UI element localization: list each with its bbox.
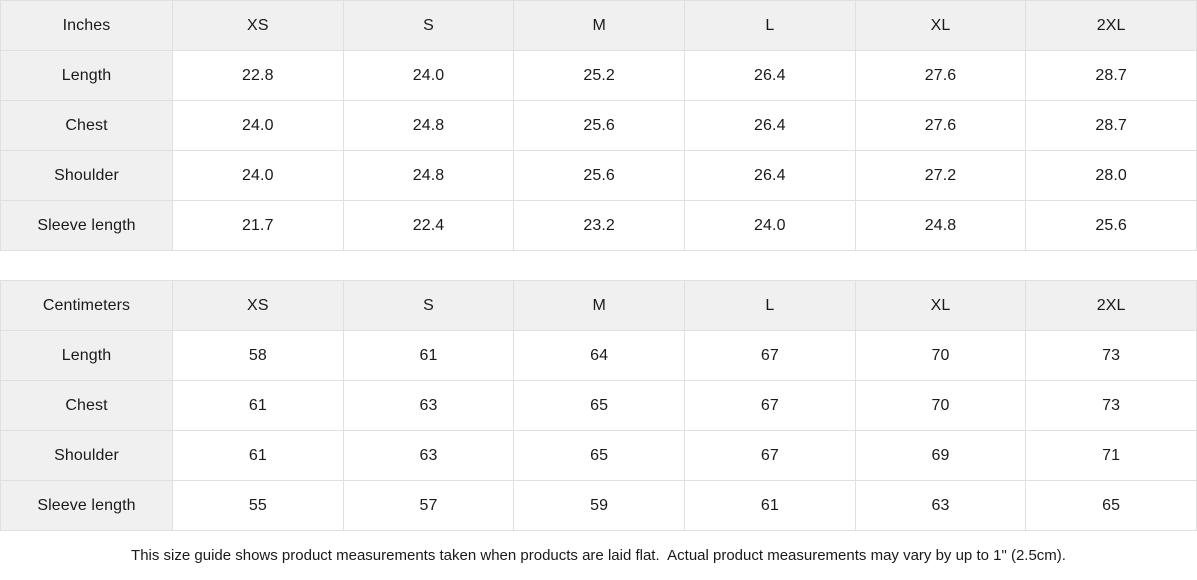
measurement-cell: 26.4 — [685, 101, 856, 151]
measurement-cell: 64 — [514, 331, 685, 381]
row-label-shoulder: Shoulder — [1, 151, 173, 201]
row-label-sleeve-length: Sleeve length — [1, 201, 173, 251]
size-table-centimeters: Centimeters XS S M L XL 2XL Length 58 61… — [0, 280, 1197, 531]
measurement-cell: 61 — [685, 481, 856, 531]
measurement-cell: 61 — [343, 331, 515, 381]
measurement-cell: 24.0 — [343, 51, 515, 101]
row-label-length: Length — [1, 51, 173, 101]
measurement-cell: 24.8 — [343, 101, 515, 151]
measurement-cell: 24.0 — [173, 101, 344, 151]
measurement-cell: 70 — [855, 381, 1027, 431]
measurement-cell: 22.8 — [173, 51, 344, 101]
measurement-cell: 63 — [343, 381, 515, 431]
size-col-header-2xl: 2XL — [1026, 1, 1197, 51]
size-col-header-s: S — [343, 1, 515, 51]
measurement-cell: 67 — [685, 381, 856, 431]
size-col-header-m: M — [514, 281, 685, 331]
measurement-cell: 70 — [855, 331, 1027, 381]
measurement-cell: 25.6 — [514, 101, 685, 151]
measurement-cell: 55 — [173, 481, 344, 531]
unit-header-inches: Inches — [1, 1, 173, 51]
row-label-chest: Chest — [1, 101, 173, 151]
measurement-cell: 25.6 — [1026, 201, 1197, 251]
measurement-cell: 28.7 — [1026, 101, 1197, 151]
row-label-sleeve-length: Sleeve length — [1, 481, 173, 531]
measurement-cell: 59 — [514, 481, 685, 531]
measurement-cell: 73 — [1026, 331, 1197, 381]
measurement-cell: 67 — [685, 331, 856, 381]
measurement-cell: 61 — [173, 381, 344, 431]
table-spacer — [0, 251, 1197, 280]
size-col-header-s: S — [343, 281, 515, 331]
size-col-header-xs: XS — [173, 281, 344, 331]
size-table-inches: Inches XS S M L XL 2XL Length 22.8 24.0 … — [0, 0, 1197, 251]
measurement-cell: 65 — [514, 381, 685, 431]
size-col-header-xs: XS — [173, 1, 344, 51]
size-col-header-l: L — [685, 281, 856, 331]
measurement-cell: 65 — [1026, 481, 1197, 531]
measurement-cell: 63 — [855, 481, 1027, 531]
unit-header-centimeters: Centimeters — [1, 281, 173, 331]
measurement-cell: 24.0 — [173, 151, 344, 201]
size-col-header-m: M — [514, 1, 685, 51]
measurement-cell: 24.8 — [855, 201, 1027, 251]
size-col-header-xl: XL — [855, 281, 1027, 331]
measurement-cell: 25.6 — [514, 151, 685, 201]
measurement-cell: 27.6 — [855, 51, 1027, 101]
size-col-header-xl: XL — [855, 1, 1027, 51]
size-col-header-l: L — [685, 1, 856, 51]
measurement-cell: 24.0 — [685, 201, 856, 251]
measurement-cell: 22.4 — [343, 201, 515, 251]
measurement-cell: 28.0 — [1026, 151, 1197, 201]
measurement-cell: 73 — [1026, 381, 1197, 431]
measurement-cell: 27.2 — [855, 151, 1027, 201]
row-label-length: Length — [1, 331, 173, 381]
measurement-cell: 71 — [1026, 431, 1197, 481]
size-col-header-2xl: 2XL — [1026, 281, 1197, 331]
row-label-chest: Chest — [1, 381, 173, 431]
measurement-cell: 63 — [343, 431, 515, 481]
measurement-cell: 28.7 — [1026, 51, 1197, 101]
row-label-shoulder: Shoulder — [1, 431, 173, 481]
measurement-cell: 69 — [855, 431, 1027, 481]
measurement-cell: 61 — [173, 431, 344, 481]
measurement-cell: 25.2 — [514, 51, 685, 101]
measurement-cell: 65 — [514, 431, 685, 481]
measurement-cell: 26.4 — [685, 51, 856, 101]
measurement-cell: 58 — [173, 331, 344, 381]
measurement-cell: 67 — [685, 431, 856, 481]
measurement-cell: 27.6 — [855, 101, 1027, 151]
measurement-cell: 21.7 — [173, 201, 344, 251]
measurement-cell: 57 — [343, 481, 515, 531]
measurement-cell: 24.8 — [343, 151, 515, 201]
measurement-cell: 26.4 — [685, 151, 856, 201]
size-guide-footnote: This size guide shows product measuremen… — [0, 531, 1197, 580]
measurement-cell: 23.2 — [514, 201, 685, 251]
